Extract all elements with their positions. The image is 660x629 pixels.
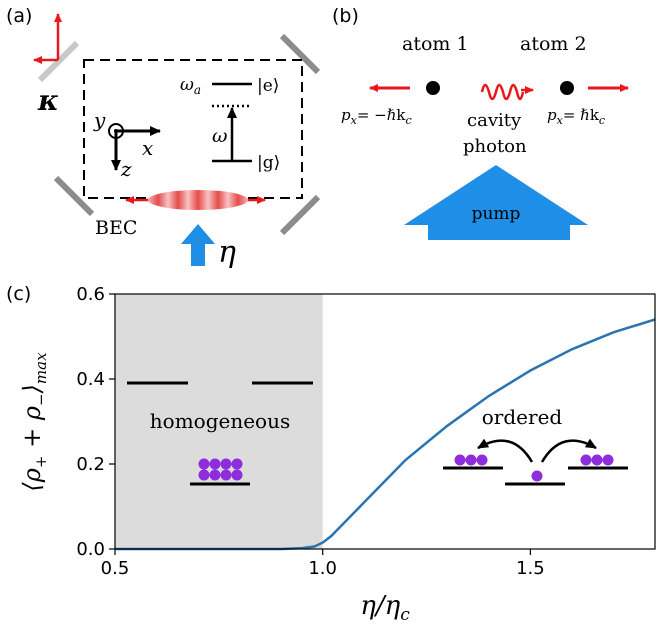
panel-c: (c) 0.5 1.0 1.5 0.0 0.2 0.4 0.6 homogeneous or… — [6, 283, 656, 625]
mirror-top-right — [279, 33, 321, 75]
omega-label: ω — [212, 125, 228, 147]
homogeneous-region-shade — [115, 294, 323, 549]
x-axis-label: η/ηc — [360, 591, 410, 625]
panel-a: (a) κ y x z ωa |e⟩ ω |g⟩ BEC — [6, 5, 321, 270]
panel-b: (b) atom 1 atom 2 px= −ℏkc px= ℏkc cavit… — [332, 5, 629, 240]
axis-ticks: 0.5 1.0 1.5 0.0 0.2 0.4 0.6 — [76, 284, 544, 579]
panel-c-label: (c) — [6, 283, 31, 305]
panel-b-label: (b) — [332, 5, 359, 27]
axis-z-label: z — [120, 157, 132, 181]
y-axis-label: ⟨ρ+ + ρ−⟩max — [18, 352, 50, 492]
axis-x-label: x — [142, 136, 153, 160]
cavity-label: cavity — [467, 110, 522, 131]
atom1 — [426, 81, 440, 95]
eta-label: η — [218, 235, 236, 270]
homogeneous-label: homogeneous — [150, 409, 290, 433]
y-tick-label: 0.6 — [76, 284, 105, 305]
mirror-bottom-left — [53, 175, 95, 217]
px-left-label: px= −ℏkc — [341, 106, 412, 127]
homogeneous-atoms — [198, 458, 243, 481]
axis-y-label: y — [93, 108, 106, 132]
hop-arrow-left — [477, 438, 534, 463]
pump-label: pump — [472, 204, 521, 224]
pump-eta-arrow — [181, 224, 215, 266]
svg-text:⟨ρ+ + ρ−⟩max: ⟨ρ+ + ρ−⟩max — [18, 352, 50, 492]
x-tick-label: 0.5 — [101, 558, 130, 579]
px-right-label: px= ℏkc — [547, 106, 605, 127]
y-tick-label: 0.4 — [76, 369, 105, 390]
atom2-label: atom 2 — [520, 33, 587, 55]
ket-e-label: |e⟩ — [257, 76, 279, 96]
omega-a-label: ωa — [180, 75, 201, 97]
ordered-atoms — [454, 454, 614, 482]
y-tick-label: 0.0 — [76, 539, 105, 560]
pump-arrow-shape — [404, 165, 588, 240]
x-tick-label: 1.5 — [516, 558, 545, 579]
plot-frame — [114, 293, 656, 550]
mirror-bottom-right — [279, 194, 321, 236]
atom1-label: atom 1 — [402, 33, 469, 55]
photon-label: photon — [463, 136, 527, 157]
panel-a-label: (a) — [6, 5, 32, 27]
x-tick-label: 1.0 — [308, 558, 337, 579]
y-tick-label: 0.2 — [76, 454, 105, 475]
photon-wave — [480, 83, 525, 101]
ket-g-label: |g⟩ — [257, 153, 280, 173]
kappa-label: κ — [37, 84, 59, 117]
partial-mirror — [37, 40, 80, 83]
atom2 — [560, 81, 574, 95]
ordered-label: ordered — [482, 405, 563, 429]
bec-cloud — [148, 190, 248, 210]
bec-label: BEC — [95, 217, 137, 239]
hop-arrow-right — [540, 438, 597, 463]
